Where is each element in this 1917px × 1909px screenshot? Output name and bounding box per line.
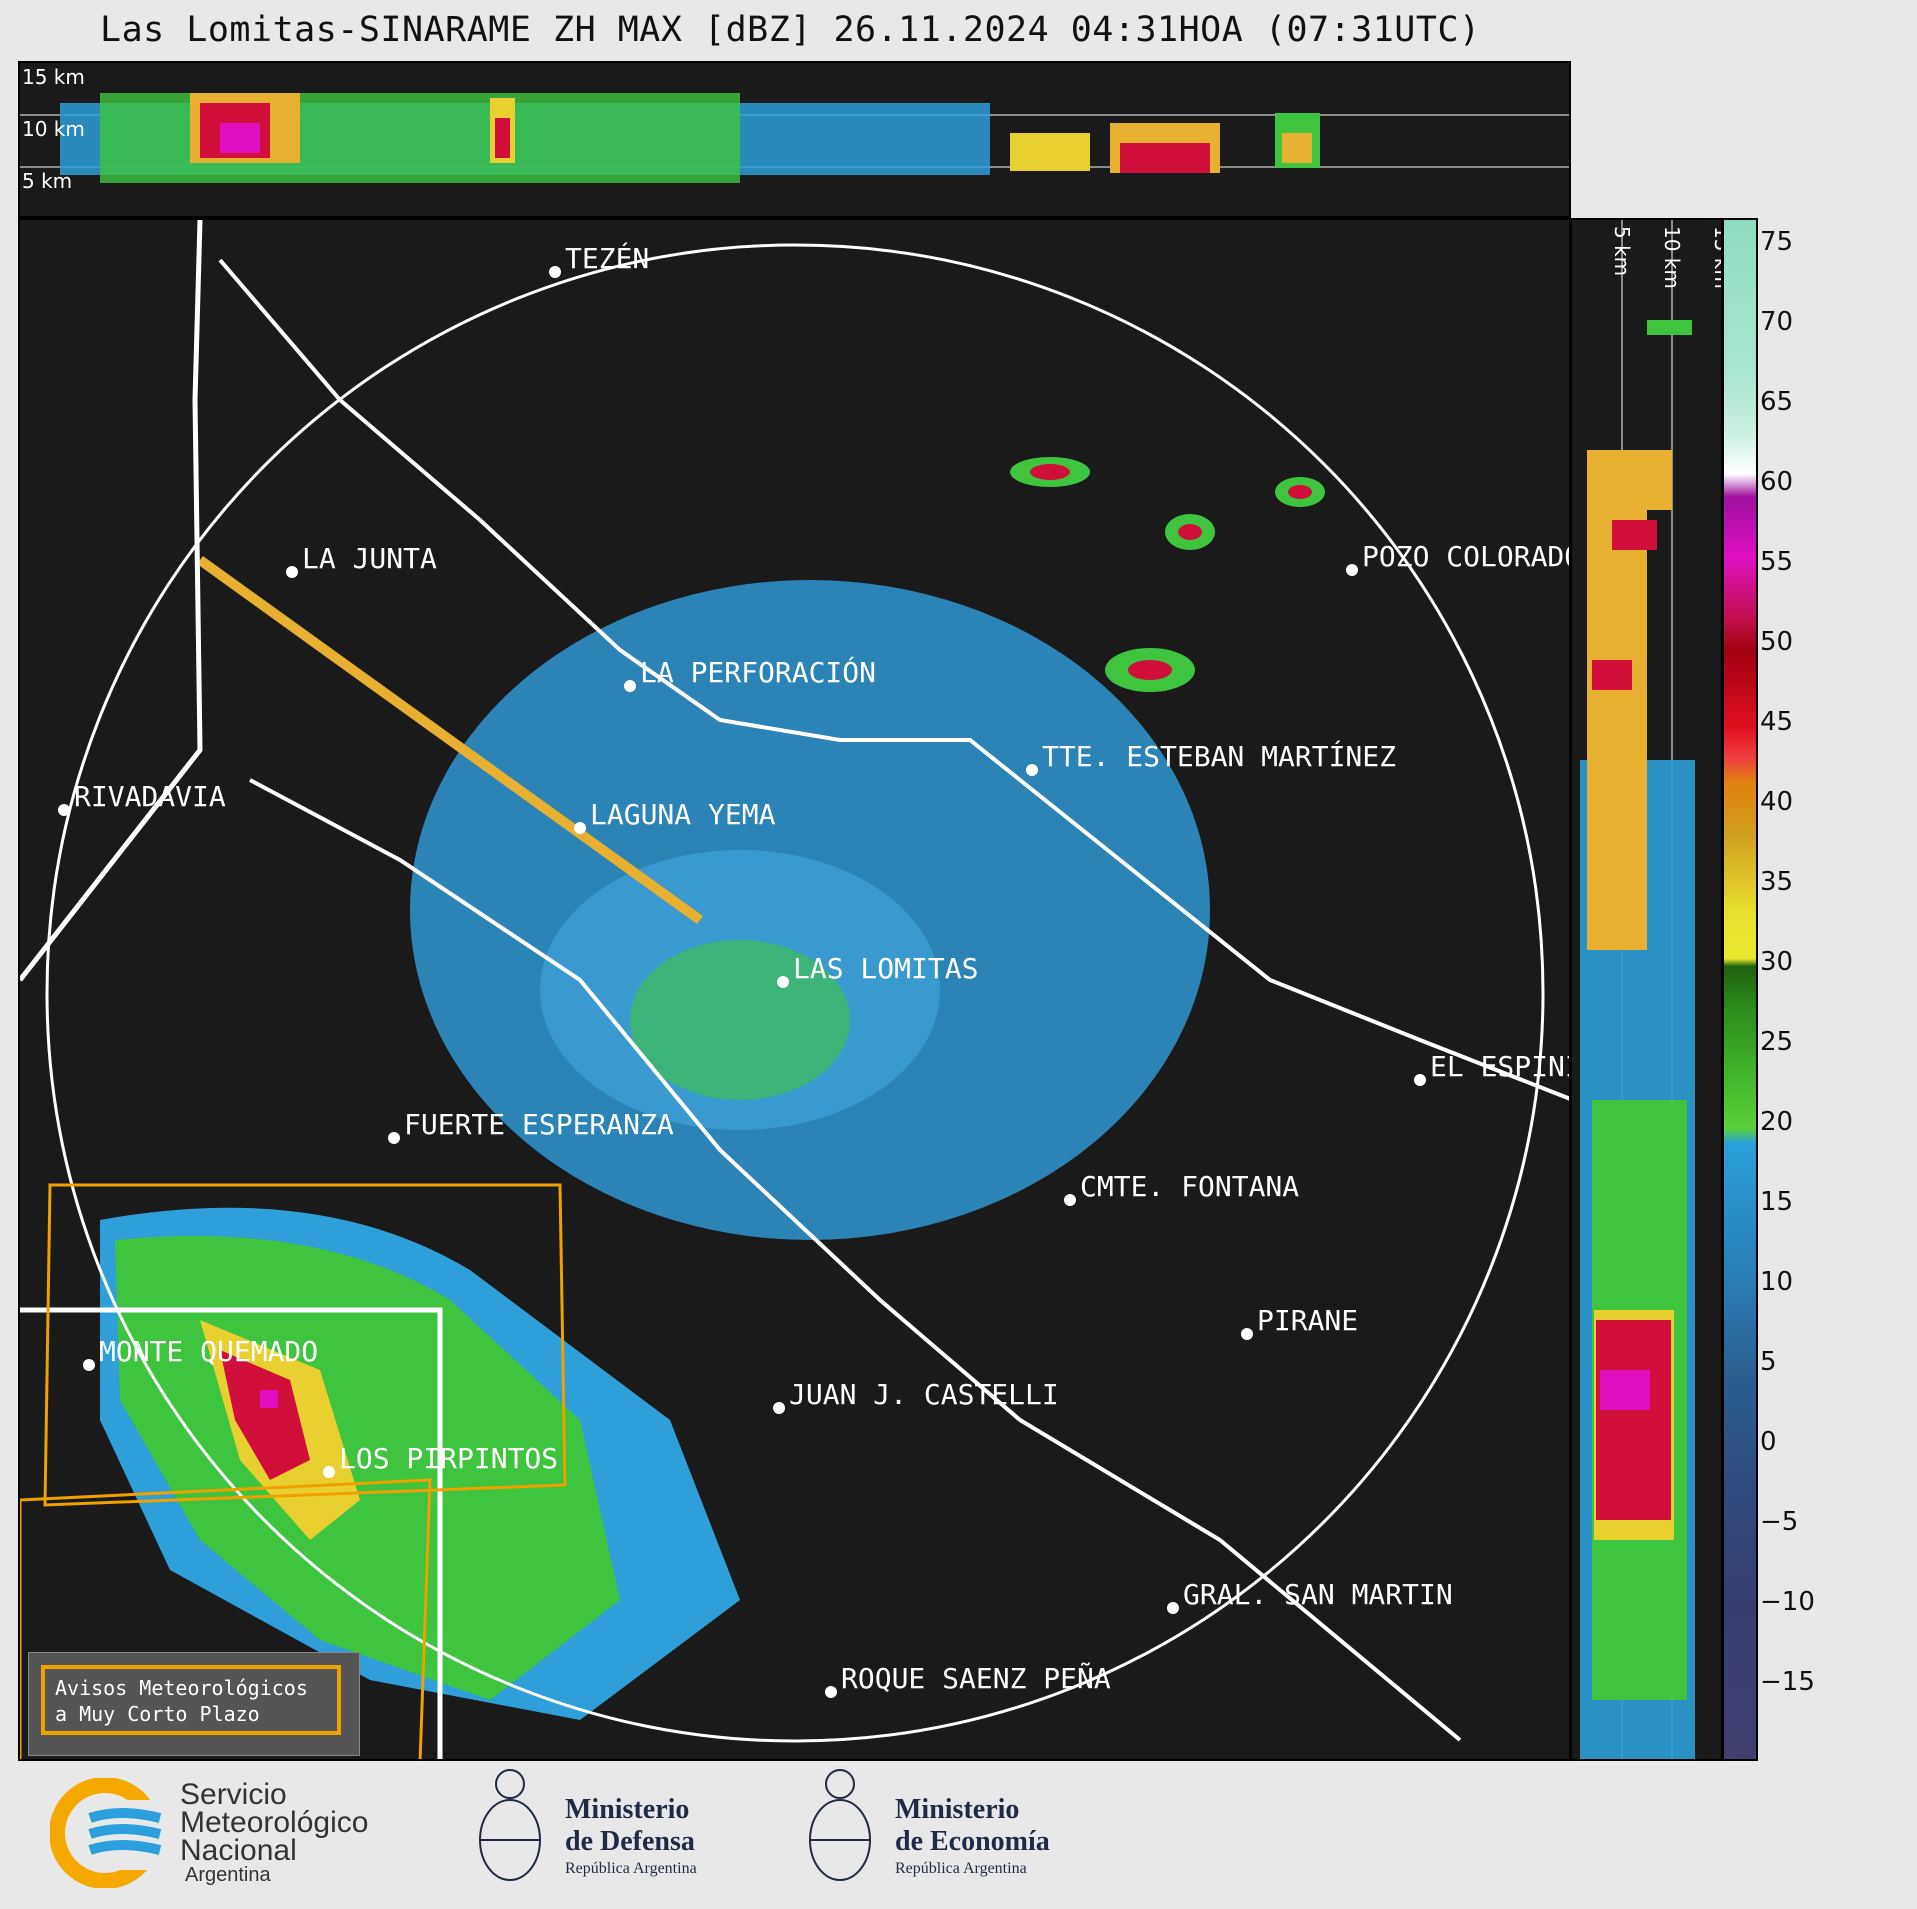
- defensa-line3: República Argentina: [565, 1860, 697, 1877]
- city-label: LAS LOMITAS: [793, 952, 979, 985]
- colorbar-tick: 35: [1760, 867, 1794, 897]
- city-label: EL ESPINILLO: [1430, 1050, 1569, 1083]
- top-profile-label-5km: 5 km: [22, 169, 73, 193]
- city-label: JUAN J. CASTELLI: [789, 1378, 1059, 1411]
- city-label: ROQUE SAENZ PEÑA: [841, 1662, 1111, 1695]
- colorbar-tick: −10: [1760, 1587, 1815, 1617]
- smn-line2: Meteorológico: [180, 1806, 369, 1839]
- city-label: PIRANE: [1257, 1304, 1359, 1337]
- colorbar-tick: 55: [1760, 547, 1794, 577]
- colorbar-tick: 0: [1760, 1427, 1777, 1457]
- economia-logo: Ministerio de Economía República Argenti…: [800, 1762, 1090, 1902]
- colorbar-tick: 65: [1760, 387, 1794, 417]
- argentina-coat-of-arms-icon: [479, 1769, 541, 1881]
- warning-legend-line2: a Muy Corto Plazo: [55, 1702, 260, 1726]
- defensa-line2: de Defensa: [565, 1826, 695, 1857]
- defensa-logo: Ministerio de Defensa República Argentin…: [470, 1762, 760, 1902]
- economia-line1: Ministerio: [895, 1794, 1020, 1825]
- colorbar-tick: 60: [1760, 467, 1794, 497]
- smn-line1: Servicio: [180, 1778, 287, 1811]
- side-profile-label-15km: 15 km: [1710, 226, 1723, 289]
- city-label: CMTE. FONTANA: [1080, 1170, 1300, 1203]
- smn-line4: Argentina: [185, 1864, 271, 1886]
- colorbar-tick: 25: [1760, 1027, 1794, 1057]
- chart-title: Las Lomitas-SINARAME ZH MAX [dBZ] 26.11.…: [100, 10, 1481, 50]
- colorbar-tick: 5: [1760, 1347, 1777, 1377]
- top-height-profile: 15 km 10 km 5 km: [18, 61, 1571, 218]
- city-label: GRAL. SAN MARTIN: [1183, 1578, 1453, 1611]
- city-label: TEZÉN: [565, 242, 650, 275]
- radar-echoes: [20, 220, 1569, 1759]
- top-profile-label-10km: 10 km: [22, 117, 85, 141]
- colorbar-tick: 15: [1760, 1187, 1794, 1217]
- radar-map: TEZÉN LA JUNTA POZO COLORADO LA PERFORAC…: [18, 218, 1571, 1761]
- smn-logo: Servicio Meteorológico Nacional Argentin…: [50, 1778, 410, 1888]
- city-label: RIVADAVIA: [74, 780, 226, 813]
- city-label: POZO COLORADO: [1362, 540, 1571, 573]
- colorbar: [1722, 218, 1758, 1761]
- warning-legend-line1: Avisos Meteorológicos: [55, 1676, 308, 1700]
- side-height-profile: 5 km 10 km 15 km: [1570, 218, 1723, 1761]
- colorbar-tick: 75: [1760, 227, 1794, 257]
- top-profile-echoes: [20, 93, 1569, 183]
- colorbar-tick: 20: [1760, 1107, 1794, 1137]
- city-label: LA PERFORACIÓN: [640, 656, 877, 689]
- colorbar-tick: 45: [1760, 707, 1794, 737]
- side-profile-label-5km: 5 km: [1610, 226, 1634, 277]
- colorbar-tick: 50: [1760, 627, 1794, 657]
- warning-legend: Avisos Meteorológicos a Muy Corto Plazo: [28, 1652, 360, 1756]
- economia-line2: de Economía: [895, 1826, 1050, 1857]
- warning-legend-frame: Avisos Meteorológicos a Muy Corto Plazo: [41, 1665, 341, 1735]
- city-label: FUERTE ESPERANZA: [404, 1108, 674, 1141]
- city-label: MONTE QUEMADO: [99, 1335, 319, 1368]
- smn-emblem-icon: [50, 1778, 170, 1888]
- colorbar-tick: −5: [1760, 1507, 1799, 1537]
- smn-line3: Nacional: [180, 1834, 297, 1867]
- colorbar-tick: 10: [1760, 1267, 1794, 1297]
- argentina-coat-of-arms-icon: [809, 1769, 871, 1881]
- city-label: TTE. ESTEBAN MARTÍNEZ: [1042, 740, 1397, 773]
- city-label: LAGUNA YEMA: [590, 798, 776, 831]
- defensa-line1: Ministerio: [565, 1794, 690, 1825]
- side-profile-echoes: [1580, 220, 1695, 1759]
- colorbar-tick: 70: [1760, 307, 1794, 337]
- colorbar-tick: 40: [1760, 787, 1794, 817]
- city-label: LA JUNTA: [302, 542, 437, 575]
- colorbar-tick: −15: [1760, 1667, 1815, 1697]
- economia-line3: República Argentina: [895, 1860, 1027, 1877]
- top-profile-label-15km: 15 km: [22, 65, 85, 89]
- city-label: LOS PIRPINTOS: [339, 1442, 559, 1475]
- side-profile-label-10km: 10 km: [1660, 226, 1684, 289]
- colorbar-tick: 30: [1760, 947, 1794, 977]
